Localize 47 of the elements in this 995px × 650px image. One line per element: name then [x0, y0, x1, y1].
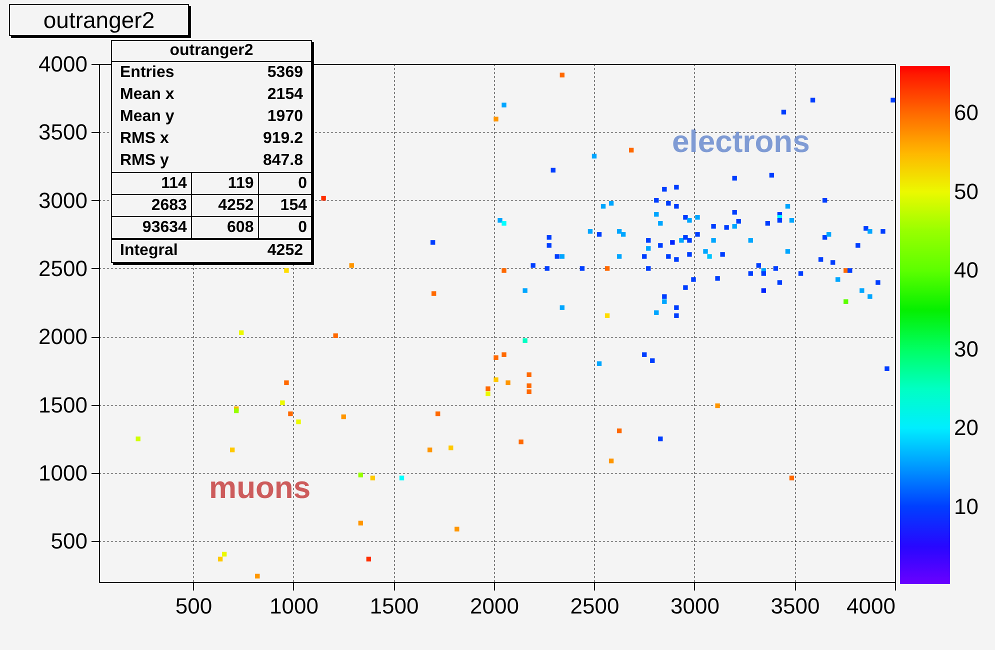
chart-title: outranger2 [43, 7, 155, 33]
color-bar-label: 10 [954, 494, 978, 519]
y-tick-label: 2500 [38, 256, 88, 281]
annotation: 0 [258, 172, 311, 194]
annotation: Integral [120, 241, 178, 261]
color-bar-label: 60 [954, 100, 978, 126]
y-tick-label: 1500 [38, 392, 88, 418]
annotation: 154 [258, 194, 311, 216]
annotation: 608 [191, 216, 258, 238]
x-tick-label: 3000 [670, 594, 720, 618]
y-tick-label: 500 [50, 528, 88, 554]
annotation: muons [209, 470, 311, 506]
chart-title: outranger2 [112, 41, 311, 62]
annotation: 114 [112, 172, 192, 194]
x-tick-label: 2000 [470, 594, 519, 618]
annotation: 1970 [267, 107, 303, 127]
annotation: 93634 [112, 216, 192, 238]
x-tick-label: 1000 [270, 594, 318, 618]
x-tick-label: 3500 [770, 594, 820, 618]
y-tick-label: 1000 [38, 460, 88, 486]
annotation: Entries [120, 63, 174, 83]
y-tick-label: 4000 [38, 52, 88, 76]
color-bar-label: 30 [954, 336, 978, 362]
y-tick-label: 3500 [38, 120, 88, 145]
x-tick-label: 500 [175, 594, 212, 618]
color-bar-label: 40 [954, 258, 978, 283]
color-bar-label: 20 [954, 415, 978, 440]
x-tick-label: 1500 [370, 594, 419, 618]
annotation: 847.8 [262, 151, 303, 171]
y-tick-label: 3000 [38, 188, 88, 213]
annotation: 2683 [112, 194, 192, 216]
annotation: Mean x [120, 85, 174, 105]
x-tick-label: 2500 [570, 594, 620, 618]
annotation: 0 [258, 216, 311, 238]
annotation: 4252 [267, 241, 303, 261]
annotation: 919.2 [262, 129, 303, 149]
annotation: electrons [672, 124, 810, 160]
annotation: RMS x [120, 129, 169, 149]
annotation: 5369 [267, 63, 303, 83]
annotation: 4252 [191, 194, 258, 216]
annotation: 119 [191, 172, 258, 194]
annotation: Mean y [120, 107, 174, 127]
annotation: RMS y [120, 151, 169, 171]
color-bar-label: 50 [954, 178, 978, 204]
annotation: 2154 [267, 85, 303, 105]
y-tick-label: 2000 [38, 324, 88, 350]
x-tick-label: 4000 [846, 594, 896, 618]
